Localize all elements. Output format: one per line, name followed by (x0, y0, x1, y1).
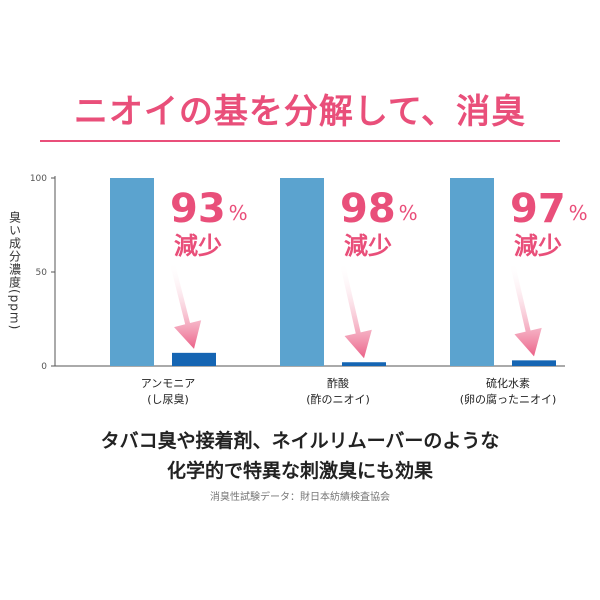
y-tick-label: 0 (41, 362, 47, 372)
category-sub: (卵の腐ったニオイ) (459, 393, 557, 406)
tagline-line-1: タバコ臭や接着剤、ネイルリムーバーのような (100, 430, 500, 452)
headline-divider (40, 140, 560, 142)
bar-before (280, 178, 324, 366)
reduction-percent-unit: % (569, 201, 588, 225)
bar-after (172, 352, 216, 366)
source-note: 消臭性試験データ：財日本紡績検査協会 (210, 492, 390, 503)
reduction-percent: 98 (340, 186, 396, 232)
category-label-0: アンモニア (し尿臭) (93, 376, 243, 408)
bar-before (110, 178, 154, 366)
category-sub: (し尿臭) (147, 393, 189, 406)
tagline-line-2: 化学的で特異な刺激臭にも効果 (166, 460, 433, 482)
reduction-percent: 93 (170, 186, 226, 232)
tagline: タバコ臭や接着剤、ネイルリムーバーのような 化学的で特異な刺激臭にも効果 (0, 426, 600, 486)
bar-after (342, 362, 386, 366)
y-axis-label: 臭い成分濃度(ppm) (7, 211, 22, 331)
reduction-arrow (339, 261, 372, 359)
reduction-label: 減少 (514, 232, 562, 260)
category-name: 硫化水素 (486, 377, 530, 390)
headline: ニオイの基を分解して、消臭 (73, 92, 527, 132)
bar-after (512, 360, 556, 366)
bar-before (450, 178, 494, 366)
reduction-arrow (509, 261, 542, 357)
y-tick-label: 100 (30, 174, 47, 184)
reduction-percent: 97 (510, 186, 566, 232)
category-name: 酢酸 (327, 377, 349, 390)
y-axis-label-wrap: 臭い成分濃度(ppm) (2, 176, 28, 366)
reduction-percent-unit: % (229, 201, 248, 225)
reduction-label: 減少 (174, 232, 222, 260)
category-name: アンモニア (140, 377, 196, 390)
category-sub: (酢のニオイ) (306, 393, 370, 406)
category-label-2: 硫化水素 (卵の腐ったニオイ) (433, 376, 583, 408)
reduction-label: 減少 (344, 232, 392, 260)
y-tick-label: 50 (36, 268, 48, 278)
category-label-1: 酢酸 (酢のニオイ) (263, 376, 413, 408)
reduction-percent-unit: % (399, 201, 418, 225)
reduction-arrow (169, 261, 202, 349)
